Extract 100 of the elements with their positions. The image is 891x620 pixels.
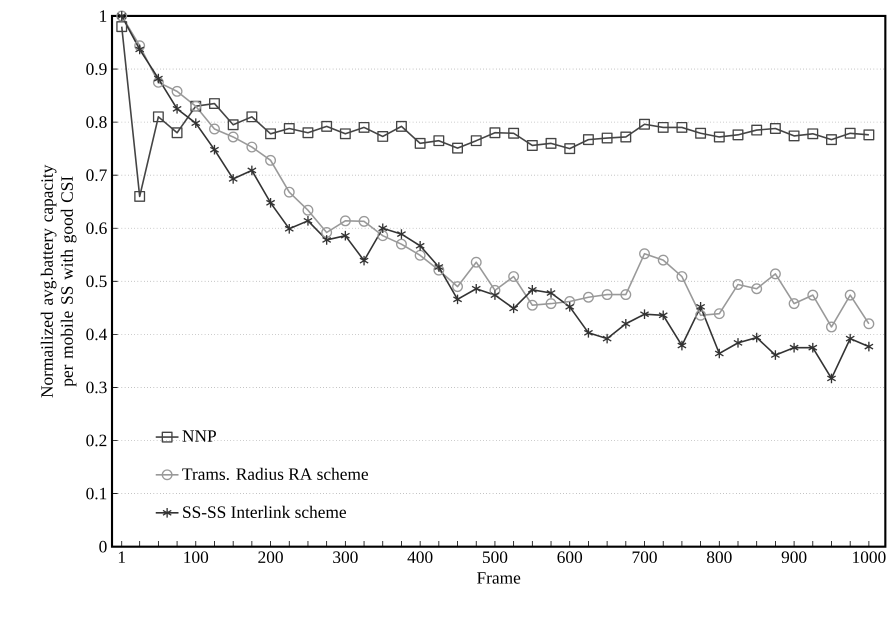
point (247, 164, 257, 176)
point (620, 132, 632, 142)
point (696, 301, 706, 312)
point (302, 204, 314, 216)
point (789, 342, 799, 354)
point (172, 103, 182, 114)
y-tick-label: 0.8 (86, 116, 107, 128)
point (770, 123, 781, 134)
point (788, 130, 800, 142)
x-tick-label: 500 (482, 551, 508, 564)
point (639, 248, 650, 260)
point (564, 301, 575, 312)
point (826, 134, 837, 146)
point (452, 281, 464, 292)
point (210, 144, 220, 156)
point (134, 40, 146, 52)
point (284, 223, 294, 234)
point (414, 250, 426, 261)
x-axis-title: Frame (477, 572, 520, 584)
point (658, 122, 669, 133)
point (582, 292, 594, 303)
point (452, 142, 464, 154)
point (358, 122, 370, 133)
point (414, 138, 426, 149)
x-tick-label: 1000 (853, 551, 886, 564)
point (172, 127, 183, 138)
point (340, 215, 351, 226)
y-tick-label: 0.7 (86, 169, 107, 182)
point (322, 234, 332, 246)
x-tick-label: 900 (782, 551, 806, 564)
point (359, 255, 369, 266)
y-tick-label: 0.3 (86, 382, 107, 394)
point (528, 284, 538, 296)
point (246, 142, 258, 153)
point (640, 308, 650, 320)
point (470, 256, 482, 268)
point (752, 332, 762, 344)
x-tick-label: 300 (333, 551, 358, 564)
point (209, 98, 220, 110)
point (490, 290, 500, 301)
x-tick-label: 100 (184, 551, 208, 564)
legend-label: Trams. Radius RA scheme (182, 468, 368, 480)
point (546, 298, 556, 310)
point (302, 127, 314, 138)
legend-label: NNP (182, 430, 216, 442)
y-tick-label: 0.9 (86, 63, 107, 75)
point (265, 128, 276, 140)
point (807, 128, 818, 140)
point (733, 337, 743, 348)
point (526, 300, 538, 311)
point (844, 128, 856, 139)
point (508, 128, 520, 139)
point (620, 289, 632, 300)
point (396, 120, 407, 132)
point (452, 294, 462, 305)
point (863, 129, 874, 140)
x-tick-label: 700 (632, 551, 657, 564)
point (695, 310, 706, 321)
point (303, 215, 313, 226)
point (864, 341, 874, 352)
point (863, 318, 874, 330)
point (134, 44, 145, 55)
point (415, 240, 425, 252)
point (378, 222, 388, 234)
y-tick-label: 1 (100, 10, 106, 22)
point (732, 129, 744, 140)
point (377, 230, 388, 242)
point (489, 284, 500, 296)
point (508, 302, 518, 314)
point (526, 140, 538, 151)
point (396, 228, 406, 240)
point (228, 119, 239, 130)
point (602, 132, 613, 144)
point (676, 271, 688, 282)
point (732, 279, 744, 290)
point (134, 190, 146, 202)
y-tick-label: 0 (99, 540, 107, 552)
point (602, 289, 613, 300)
point (470, 135, 482, 146)
point (582, 134, 594, 146)
y-tick-label: 0.1 (86, 488, 106, 500)
point (807, 290, 818, 301)
point (844, 290, 856, 301)
y-tick-label: 0.6 (86, 222, 107, 234)
point (658, 310, 668, 321)
x-tick-label: 200 (258, 551, 283, 564)
y-tick-label: 0.5 (86, 275, 107, 288)
point (228, 132, 239, 142)
point (172, 86, 183, 97)
point (433, 135, 444, 146)
point (826, 372, 836, 384)
point (284, 123, 295, 134)
point (751, 124, 762, 136)
x-tick-label: 1 (118, 551, 126, 563)
point (714, 132, 725, 142)
point (321, 120, 332, 132)
point (751, 283, 762, 294)
point (770, 350, 780, 361)
x-tick-label: 600 (557, 551, 582, 564)
point (489, 127, 500, 138)
